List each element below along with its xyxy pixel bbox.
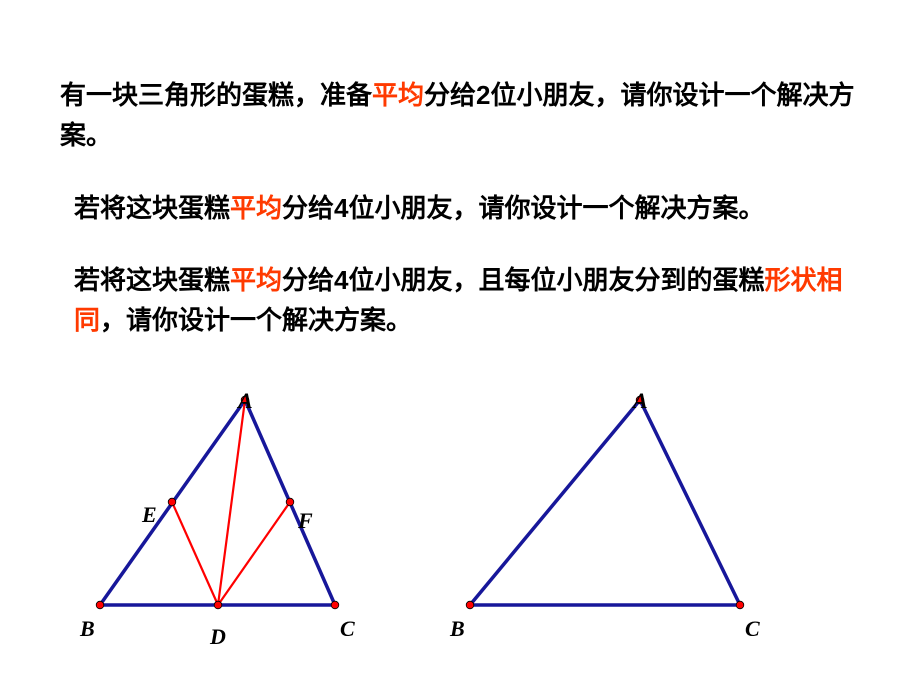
point-label-d2-A: A [633,388,648,414]
p1-highlight: 平均 [372,80,424,110]
point-label-d1-B: B [80,616,95,642]
p3-text-b: 分给4位小朋友，且每位小朋友分到的蛋糕 [282,265,764,295]
diagram-svg [0,380,920,690]
point-label-d1-E: E [142,502,157,528]
p3-text-c: ，请你设计一个解决方案。 [100,305,412,335]
point-label-d1-C: C [340,616,355,642]
paragraph-2: 若将这块蛋糕平均分给4位小朋友，请你设计一个解决方案。 [60,188,860,228]
p3-text-a: 若将这块蛋糕 [74,265,230,295]
point-label-d1-A: A [238,388,253,414]
paragraph-3: 若将这块蛋糕平均分给4位小朋友，且每位小朋友分到的蛋糕形状相同，请你设计一个解决… [60,260,860,341]
point-label-d1-D: D [210,624,226,650]
p3-highlight-1: 平均 [230,265,282,295]
paragraph-1: 有一块三角形的蛋糕，准备平均分给2位小朋友，请你设计一个解决方案。 [60,75,860,156]
p2-text-a: 若将这块蛋糕 [74,193,230,223]
point-label-d2-C: C [745,616,760,642]
point-label-d2-B: B [450,616,465,642]
diagram-container: A B C D E F A B C [0,380,920,690]
p1-text-a: 有一块三角形的蛋糕，准备 [60,80,372,110]
p2-text-b: 分给4位小朋友，请你设计一个解决方案。 [282,193,764,223]
p2-highlight: 平均 [230,193,282,223]
slide-content: 有一块三角形的蛋糕，准备平均分给2位小朋友，请你设计一个解决方案。 若将这块蛋糕… [0,0,920,340]
point-label-d1-F: F [298,508,313,534]
